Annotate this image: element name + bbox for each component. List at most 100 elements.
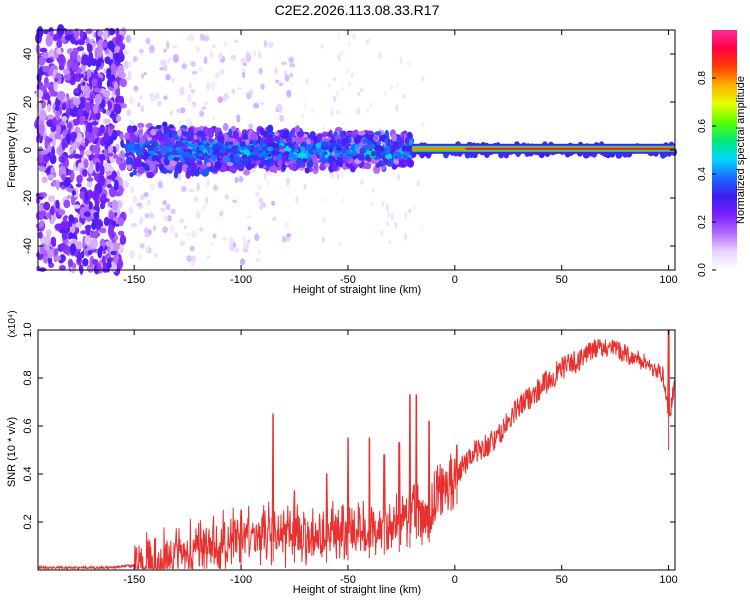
heatmap-cell — [336, 90, 340, 98]
heatmap-cell — [163, 215, 169, 222]
heatmap-cell — [56, 48, 62, 55]
heatmap-cell — [72, 97, 81, 106]
heatmap-cell — [218, 51, 223, 60]
heatmap-cell — [144, 247, 150, 252]
heatmap-cell — [194, 158, 201, 162]
heatmap-cell — [137, 168, 145, 174]
heatmap-cell — [233, 155, 241, 164]
heatmap-cell — [94, 93, 103, 105]
heatmap-cell — [336, 144, 341, 149]
y-tick-label: 1.0 — [22, 322, 34, 337]
heatmap-cell — [86, 69, 92, 79]
heatmap-cell — [92, 126, 99, 135]
heatmap-cell — [63, 72, 72, 81]
heatmap-cell — [163, 48, 167, 53]
heatmap-cell — [242, 154, 248, 160]
heatmap-cell — [266, 180, 270, 187]
heatmap-cell — [226, 137, 234, 143]
heatmap-cell — [119, 103, 128, 109]
heatmap-cell — [305, 144, 312, 150]
heatmap-cell — [47, 103, 52, 113]
heatmap-cell — [45, 229, 52, 237]
heatmap-cell — [247, 146, 253, 150]
heatmap-cell — [288, 164, 297, 171]
heatmap-cell — [129, 250, 135, 259]
heatmap-cell — [83, 158, 89, 169]
heatmap-cell — [52, 116, 58, 127]
heatmap-cell — [43, 155, 50, 163]
heatmap-cell — [276, 156, 282, 161]
heatmap-cell — [228, 128, 233, 137]
heatmap-cell — [232, 145, 238, 151]
heatmap-cell — [68, 154, 74, 159]
heatmap-cell — [190, 261, 196, 267]
heatmap-cell — [167, 215, 172, 222]
heatmap-cell — [273, 166, 278, 174]
colorbar-tick-label: 0.6 — [697, 119, 708, 133]
heatmap-cell — [177, 128, 182, 137]
heatmap-cell — [322, 216, 326, 224]
heatmap-cell — [268, 41, 274, 49]
heatmap-cell — [408, 208, 412, 214]
heatmap-cell — [320, 43, 324, 49]
heatmap-cell — [229, 244, 235, 251]
heatmap-cell — [168, 124, 174, 129]
heatmap-cell — [387, 212, 391, 219]
heatmap-cell — [163, 154, 168, 159]
heatmap-cell — [185, 170, 191, 179]
snr-y-ticks: 0.2 0.4 0.6 0.8 1.0 — [22, 322, 675, 530]
heatmap-cell — [93, 87, 101, 93]
heatmap-cell — [179, 240, 186, 247]
heatmap-cell — [328, 146, 334, 153]
heatmap-cell — [257, 145, 263, 151]
heatmap-cell — [60, 156, 66, 163]
heatmap-cell — [266, 146, 274, 152]
heatmap-cell — [289, 62, 296, 68]
heatmap-cell — [177, 173, 182, 181]
spectrogram-y-label: Frequency (Hz) — [6, 112, 18, 188]
heatmap-cell — [89, 255, 95, 268]
heatmap-cell — [163, 126, 169, 134]
heatmap-cell — [360, 178, 364, 186]
heatmap-cell — [79, 114, 84, 125]
heatmap-cell — [178, 149, 185, 156]
x-tick-label: 50 — [556, 574, 568, 586]
heatmap-cell — [60, 121, 65, 126]
heatmap-cell — [386, 220, 389, 227]
heatmap-cell — [85, 28, 93, 35]
heatmap-cell — [359, 162, 365, 168]
heatmap-cell — [128, 96, 135, 105]
heatmap-cell — [92, 259, 99, 265]
heatmap-cell — [219, 210, 224, 217]
heatmap-cell — [336, 172, 340, 180]
heatmap-cell — [231, 88, 236, 94]
heatmap-cell — [202, 204, 206, 211]
heatmap-cell — [97, 174, 105, 187]
spectrogram-panel: -150 -100 -50 0 50 100 -40 -20 0 20 40 Height of … — [6, 24, 678, 296]
heatmap-cell — [183, 225, 187, 229]
heatmap-cell — [416, 179, 420, 187]
heatmap-cell — [402, 94, 406, 99]
heatmap-cell — [366, 130, 374, 136]
heatmap-cell — [128, 206, 134, 215]
heatmap-cell — [86, 181, 93, 188]
heatmap-cell — [303, 184, 307, 190]
heatmap-cell — [336, 33, 340, 40]
heatmap-cell — [250, 168, 256, 174]
colorbar-tick-label: 0.8 — [697, 71, 708, 85]
heatmap-cell — [404, 232, 408, 241]
heatmap-cell — [140, 194, 145, 201]
heatmap-cell — [406, 61, 410, 66]
heatmap-cell — [340, 51, 344, 56]
heatmap-cell — [150, 183, 155, 190]
heatmap-cell — [352, 32, 356, 41]
y-tick-label: 40 — [22, 48, 34, 60]
heatmap-cell — [86, 57, 94, 63]
heatmap-cell — [181, 63, 187, 70]
heatmap-cell — [141, 154, 147, 159]
heatmap-cell — [106, 183, 113, 189]
heatmap-cell — [132, 195, 137, 204]
heatmap-cell — [55, 199, 60, 210]
y-tick-label: 0.8 — [22, 370, 34, 385]
heatmap-cell — [99, 88, 106, 94]
